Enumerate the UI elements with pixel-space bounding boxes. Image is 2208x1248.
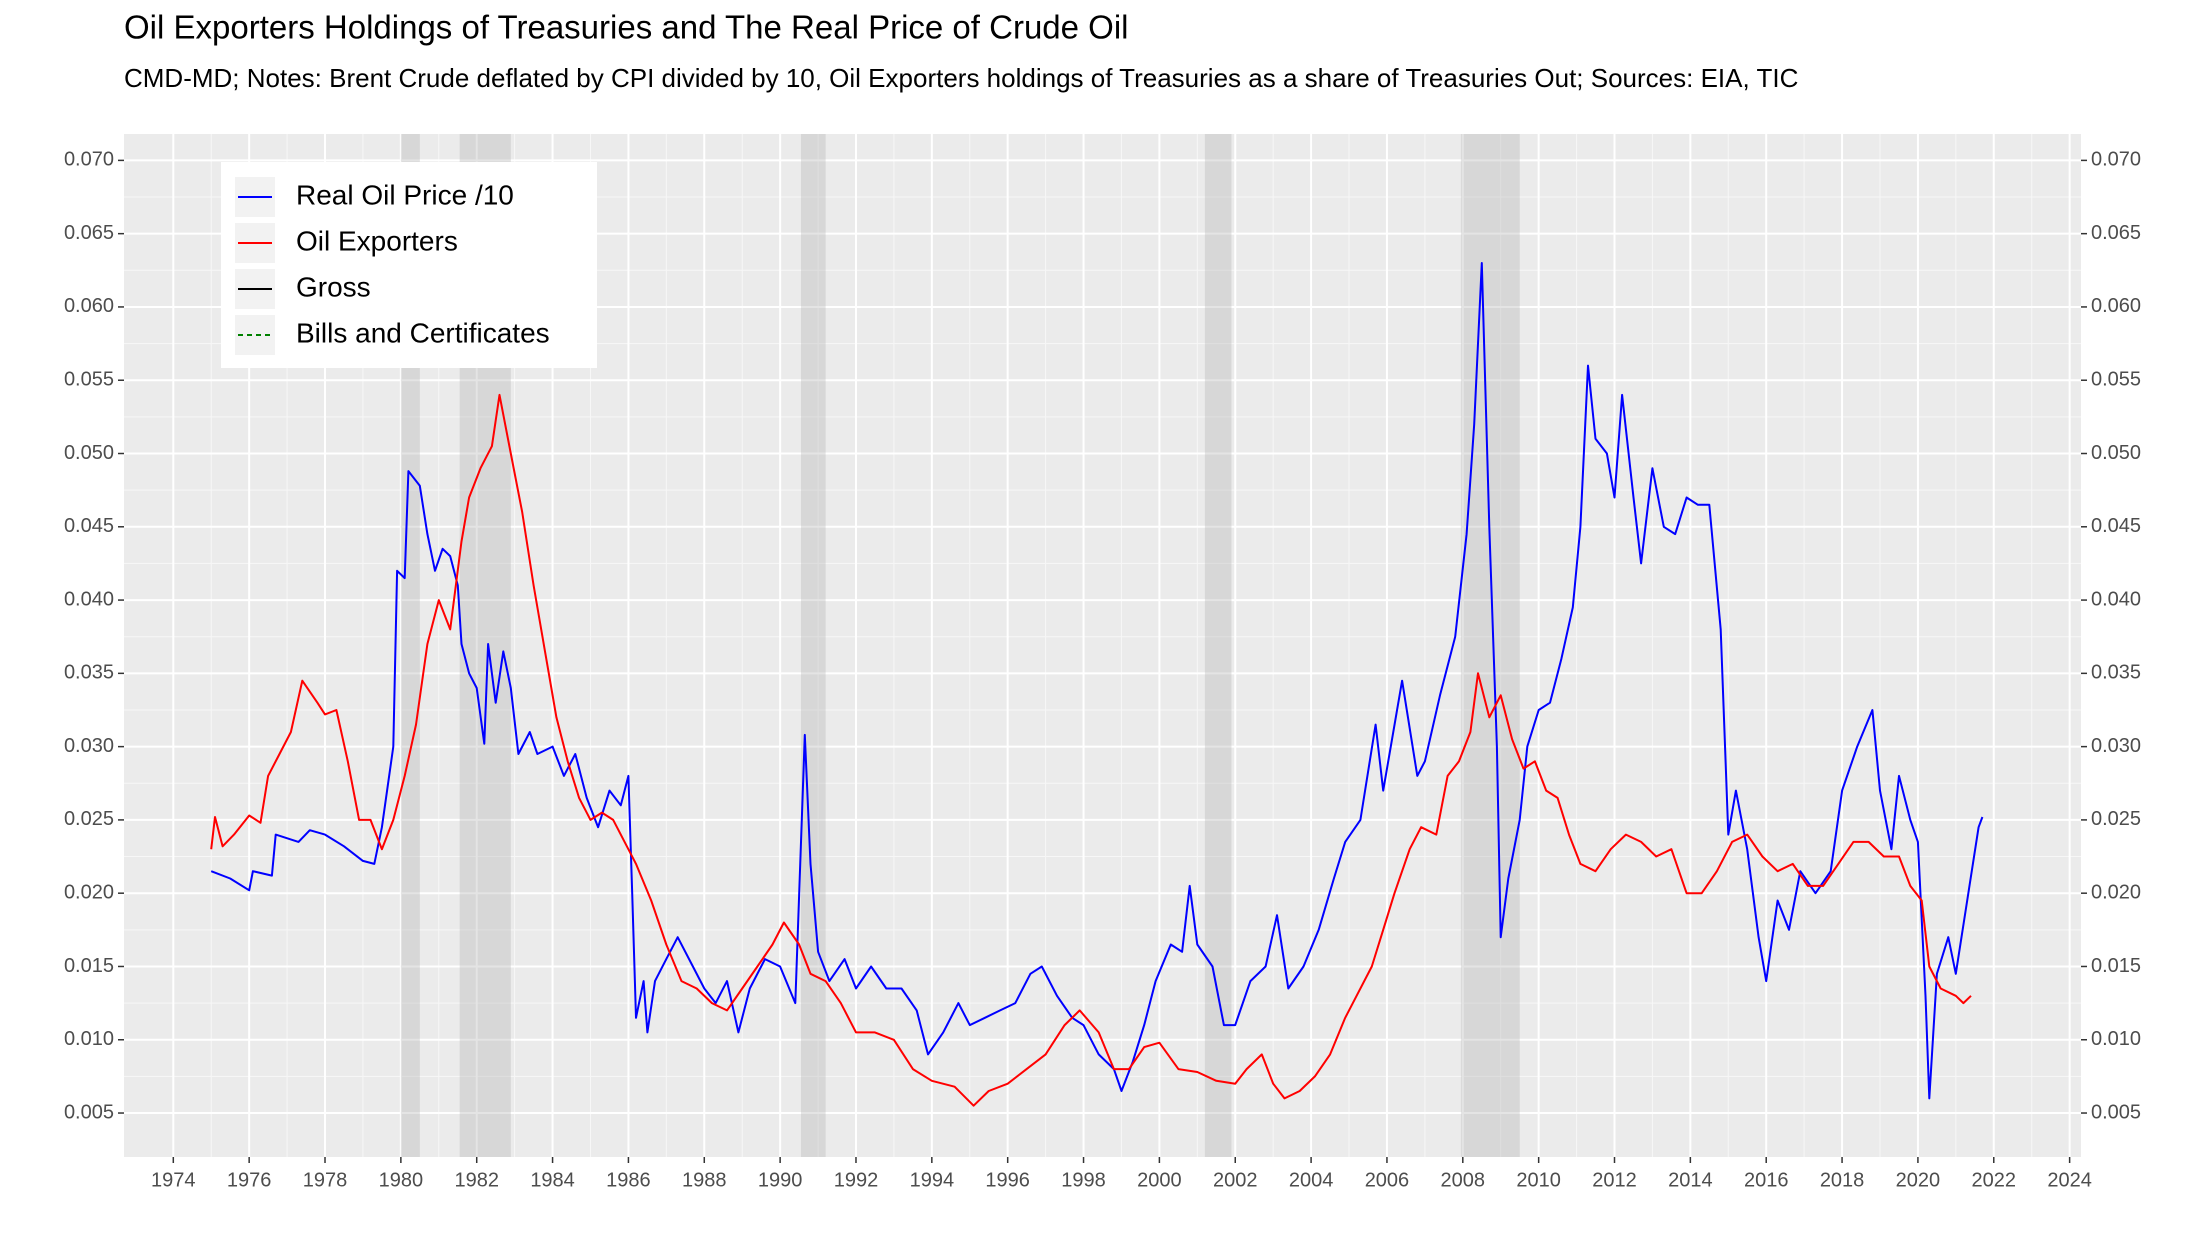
y-tick-label: 0.010 <box>64 1028 114 1050</box>
legend-label: Oil Exporters <box>296 225 458 256</box>
x-tick-label: 1978 <box>303 1169 348 1191</box>
y2-tick-label: 0.040 <box>2091 588 2141 610</box>
series-line <box>210 393 1972 1107</box>
y-tick-label: 0.045 <box>64 515 114 537</box>
y-tick-label: 0.050 <box>64 442 114 464</box>
x-tick-label: 2000 <box>1137 1169 1182 1191</box>
y2-tick-label: 0.055 <box>2091 369 2141 391</box>
x-tick-label: 2022 <box>1972 1169 2017 1191</box>
y2-tick-label: 0.060 <box>2091 295 2141 317</box>
lines <box>210 262 1984 1107</box>
x-tick-label: 1984 <box>530 1169 575 1191</box>
y-tick-label: 0.055 <box>64 369 114 391</box>
legend-box <box>221 162 597 368</box>
x-tick-label: 1996 <box>985 1169 1030 1191</box>
y-tick-label: 0.005 <box>64 1101 114 1123</box>
x-tick-label: 2020 <box>1896 1169 1941 1191</box>
x-tick-label: 2008 <box>1441 1169 1486 1191</box>
x-tick-label: 1998 <box>1061 1169 1106 1191</box>
x-tick-label: 2018 <box>1820 1169 1865 1191</box>
y-tick-label: 0.040 <box>64 588 114 610</box>
y2-tick-label: 0.005 <box>2091 1101 2141 1123</box>
y2-tick-label: 0.010 <box>2091 1028 2141 1050</box>
y-tick-label: 0.025 <box>64 808 114 830</box>
y2-tick-label: 0.015 <box>2091 955 2141 977</box>
y2-tick-label: 0.050 <box>2091 442 2141 464</box>
y2-tick-label: 0.025 <box>2091 808 2141 830</box>
legend-label: Gross <box>296 271 371 302</box>
x-tick-label: 1982 <box>454 1169 499 1191</box>
y2-tick-label: 0.030 <box>2091 735 2141 757</box>
x-tick-label: 1990 <box>758 1169 803 1191</box>
y-tick-label: 0.015 <box>64 955 114 977</box>
x-tick-label: 1980 <box>379 1169 424 1191</box>
chart-title: Oil Exporters Holdings of Treasuries and… <box>124 9 1129 46</box>
x-tick-label: 1976 <box>227 1169 272 1191</box>
legend-label: Bills and Certificates <box>296 317 550 348</box>
x-tick-label: 2014 <box>1668 1169 1713 1191</box>
y-tick-label: 0.020 <box>64 881 114 903</box>
x-tick-label: 2006 <box>1365 1169 1410 1191</box>
y-tick-label: 0.070 <box>64 149 114 171</box>
legend: Real Oil Price /10 Oil Exporters Gross Bill… <box>221 162 597 368</box>
y-tick-label: 0.030 <box>64 735 114 757</box>
y-tick-label: 0.060 <box>64 295 114 317</box>
y2-tick-label: 0.065 <box>2091 222 2141 244</box>
axes: 0.005 0.010 0.015 0.020 0.025 0.030 0.035 0.040… <box>64 149 2141 1192</box>
x-tick-label: 1986 <box>606 1169 651 1191</box>
y2-tick-label: 0.070 <box>2091 149 2141 171</box>
x-tick-label: 2024 <box>2047 1169 2092 1191</box>
y2-tick-label: 0.020 <box>2091 881 2141 903</box>
x-tick-label: 1988 <box>682 1169 727 1191</box>
y2-tick-label: 0.045 <box>2091 515 2141 537</box>
x-tick-label: 2004 <box>1289 1169 1334 1191</box>
recession-band <box>400 134 420 1157</box>
x-tick-label: 1974 <box>151 1169 196 1191</box>
x-tick-label: 2002 <box>1213 1169 1258 1191</box>
y-tick-label: 0.035 <box>64 662 114 684</box>
legend-label: Real Oil Price /10 <box>296 179 514 210</box>
recession-band <box>800 134 826 1157</box>
y2-tick-label: 0.035 <box>2091 662 2141 684</box>
x-tick-label: 2016 <box>1744 1169 1789 1191</box>
chart-subtitle: CMD-MD; Notes: Brent Crude deflated by C… <box>124 63 1798 93</box>
x-tick-label: 1994 <box>910 1169 955 1191</box>
x-tick-label: 2010 <box>1516 1169 1561 1191</box>
x-tick-label: 1992 <box>834 1169 879 1191</box>
y-tick-label: 0.065 <box>64 222 114 244</box>
x-tick-label: 2012 <box>1592 1169 1637 1191</box>
recession-band <box>1204 134 1232 1157</box>
recession-band <box>1460 134 1520 1157</box>
